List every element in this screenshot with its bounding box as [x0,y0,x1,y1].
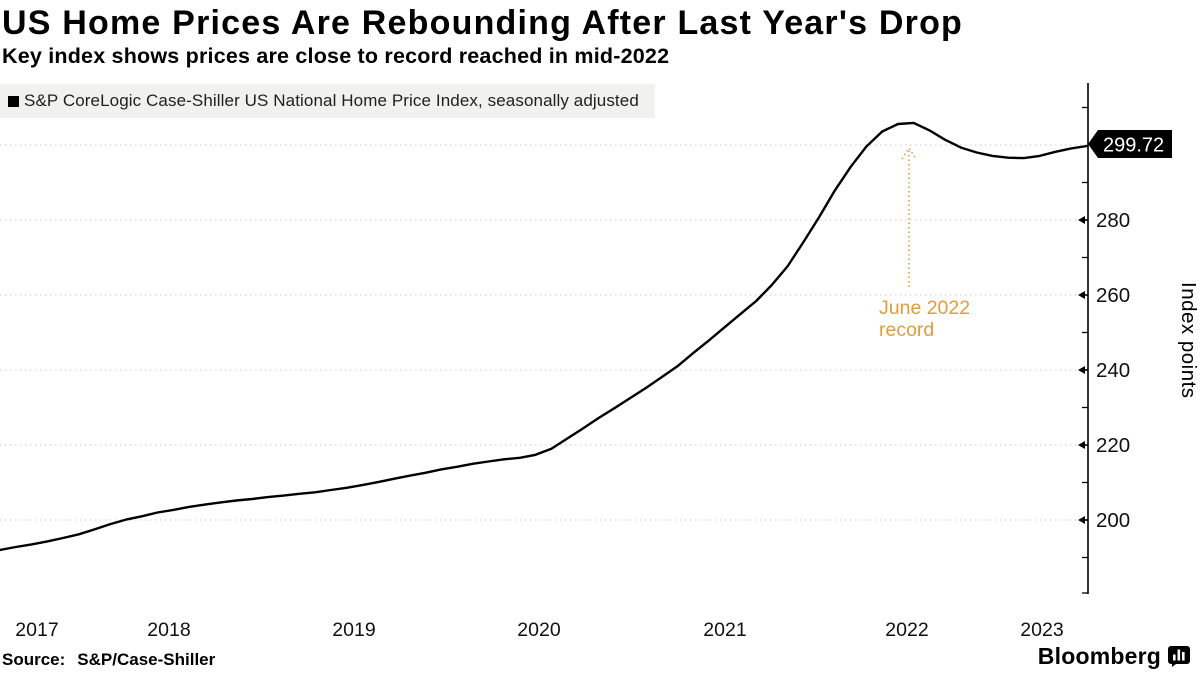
legend-swatch-icon [8,95,19,107]
bloomberg-branding: Bloomberg [1038,643,1190,670]
legend-label: S&P CoreLogic Case-Shiller US National H… [24,91,639,110]
page-title: US Home Prices Are Rebounding After Last… [2,4,964,42]
bloomberg-chart-icon [1168,646,1190,667]
source-note: Source: S&P/Case-Shiller [2,650,215,670]
source-value: S&P/Case-Shiller [77,650,216,669]
peak-annotation-line2: record [879,319,935,341]
y-axis-title: Index points [1177,281,1200,399]
source-label: Source: [2,650,66,669]
line-chart: 200 220 240 260 280 299.72 [0,83,1172,594]
x-axis-label-2022: 2022 [885,619,929,641]
legend: S&P CoreLogic Case-Shiller US National H… [0,84,655,118]
svg-text:200: 200 [1096,509,1130,532]
x-axis-label-2018: 2018 [147,619,191,641]
svg-text:240: 240 [1096,359,1130,382]
x-axis-labels: 2017 2018 2019 2020 2021 2022 2023 [0,619,1200,645]
peak-annotation-line1: June 2022 [879,297,971,319]
x-axis-label-2020: 2020 [517,619,561,641]
x-axis-label-2017: 2017 [15,619,59,641]
x-axis-label-2019: 2019 [332,619,376,641]
svg-text:260: 260 [1096,284,1130,307]
svg-text:220: 220 [1096,434,1130,457]
bloomberg-wordmark: Bloomberg [1037,643,1161,669]
current-value-tag: 299.72 [1103,135,1164,157]
peak-annotation: June 2022 record [879,297,1019,341]
x-axis-label-2023: 2023 [1020,619,1064,641]
svg-text:280: 280 [1096,209,1130,232]
x-axis-label-2021: 2021 [703,619,747,641]
page-subtitle: Key index shows prices are close to reco… [2,44,670,68]
